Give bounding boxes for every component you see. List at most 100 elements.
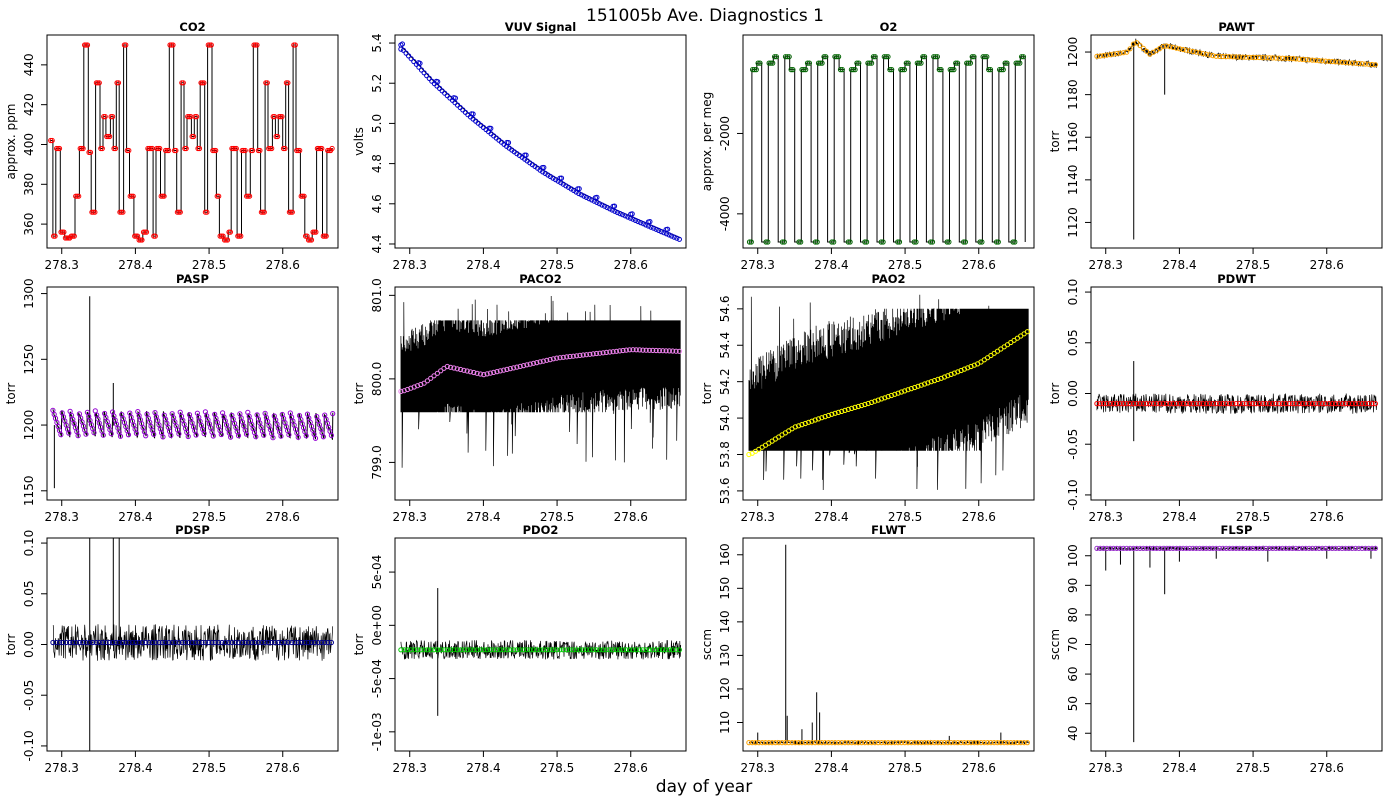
y-axis-label: torr <box>352 634 366 656</box>
data-point <box>640 347 646 353</box>
data-point <box>839 740 845 746</box>
data-point <box>673 348 679 354</box>
data-point <box>1279 401 1286 407</box>
data-point <box>297 147 303 154</box>
data-point <box>1183 545 1190 552</box>
data-point <box>563 183 569 189</box>
data-point <box>107 133 113 140</box>
data-point <box>594 194 600 200</box>
data-point <box>753 67 759 73</box>
data-point <box>756 740 762 746</box>
y-tick-label: 380 <box>22 173 36 196</box>
panel-title: O2 <box>880 20 898 34</box>
data-point <box>1316 58 1322 64</box>
data-point <box>746 740 752 746</box>
data-point <box>179 639 185 646</box>
data-point <box>1150 545 1156 552</box>
x-tick-label: 278.5 <box>1236 258 1270 272</box>
data-point <box>1180 46 1186 53</box>
data-point <box>630 216 636 222</box>
data-point <box>1114 401 1120 407</box>
data-point <box>1233 401 1239 407</box>
x-tick-label: 278.3 <box>1089 510 1123 524</box>
data-point <box>1260 55 1266 61</box>
y-tick-label: 0.10 <box>1066 279 1080 306</box>
data-point <box>308 639 315 646</box>
data-point <box>421 380 427 386</box>
data-point <box>1180 401 1186 407</box>
data-point <box>1197 545 1203 552</box>
data-point <box>1253 54 1259 61</box>
data-point <box>614 209 621 216</box>
data-point <box>1014 740 1021 746</box>
data-point <box>467 647 474 653</box>
data-point <box>596 201 603 207</box>
data-point <box>448 647 454 653</box>
data-point <box>534 360 540 366</box>
data-point <box>264 80 270 86</box>
data-point <box>1100 53 1107 59</box>
data-point <box>295 434 301 440</box>
data-point <box>1134 401 1140 407</box>
data-point <box>915 740 921 746</box>
data-point <box>953 60 959 66</box>
data-point <box>424 647 430 653</box>
data-point <box>1167 44 1173 50</box>
data-point <box>196 145 203 152</box>
data-point <box>815 740 822 746</box>
data-point <box>1210 53 1216 59</box>
x-tick-label: 278.6 <box>1310 258 1344 272</box>
data-point <box>92 408 98 414</box>
x-tick-label: 278.6 <box>614 510 648 524</box>
data-point <box>1336 401 1342 407</box>
x-tick-label: 278.6 <box>266 258 300 272</box>
data-point <box>653 647 659 653</box>
data-point <box>1279 545 1286 552</box>
data-point <box>968 740 974 746</box>
data-point <box>1230 545 1236 552</box>
data-point <box>887 67 893 73</box>
data-point <box>312 435 319 441</box>
data-point <box>1266 545 1272 552</box>
data-point <box>951 740 958 746</box>
data-point <box>567 647 573 653</box>
data-point <box>859 740 865 746</box>
plot-frame <box>46 34 339 249</box>
data-point <box>1339 401 1345 407</box>
data-point <box>898 740 905 746</box>
y-tick-label: 120 <box>718 677 732 700</box>
data-point <box>918 740 924 746</box>
data-point <box>908 740 914 746</box>
data-point <box>962 239 969 245</box>
data-point <box>261 209 267 215</box>
data-point <box>1120 401 1127 407</box>
data-point <box>1124 545 1130 552</box>
data-point <box>834 54 840 60</box>
plot-area <box>50 296 336 489</box>
y-tick-label: 1160 <box>1066 122 1080 153</box>
data-point <box>1104 52 1110 58</box>
data-point <box>1110 401 1117 407</box>
data-point <box>568 186 574 192</box>
data-point <box>1097 53 1103 59</box>
data-point <box>620 647 626 653</box>
y-tick-label: 1120 <box>1066 207 1080 238</box>
data-point <box>212 639 218 646</box>
data-point <box>401 647 407 653</box>
data-point <box>1226 54 1233 60</box>
data-point <box>988 740 994 746</box>
data-point <box>540 647 547 653</box>
data-point <box>560 647 566 653</box>
data-point <box>1313 545 1319 552</box>
data-point <box>991 740 997 746</box>
data-point <box>1134 40 1140 46</box>
data-point <box>637 647 643 653</box>
data-point <box>303 433 309 439</box>
data-point <box>611 203 618 209</box>
data-point <box>640 647 646 653</box>
data-point <box>435 79 441 85</box>
data-point <box>1210 545 1216 552</box>
data-point <box>1203 401 1209 407</box>
data-point <box>477 371 484 377</box>
y-tick-label: 70 <box>1066 637 1080 652</box>
